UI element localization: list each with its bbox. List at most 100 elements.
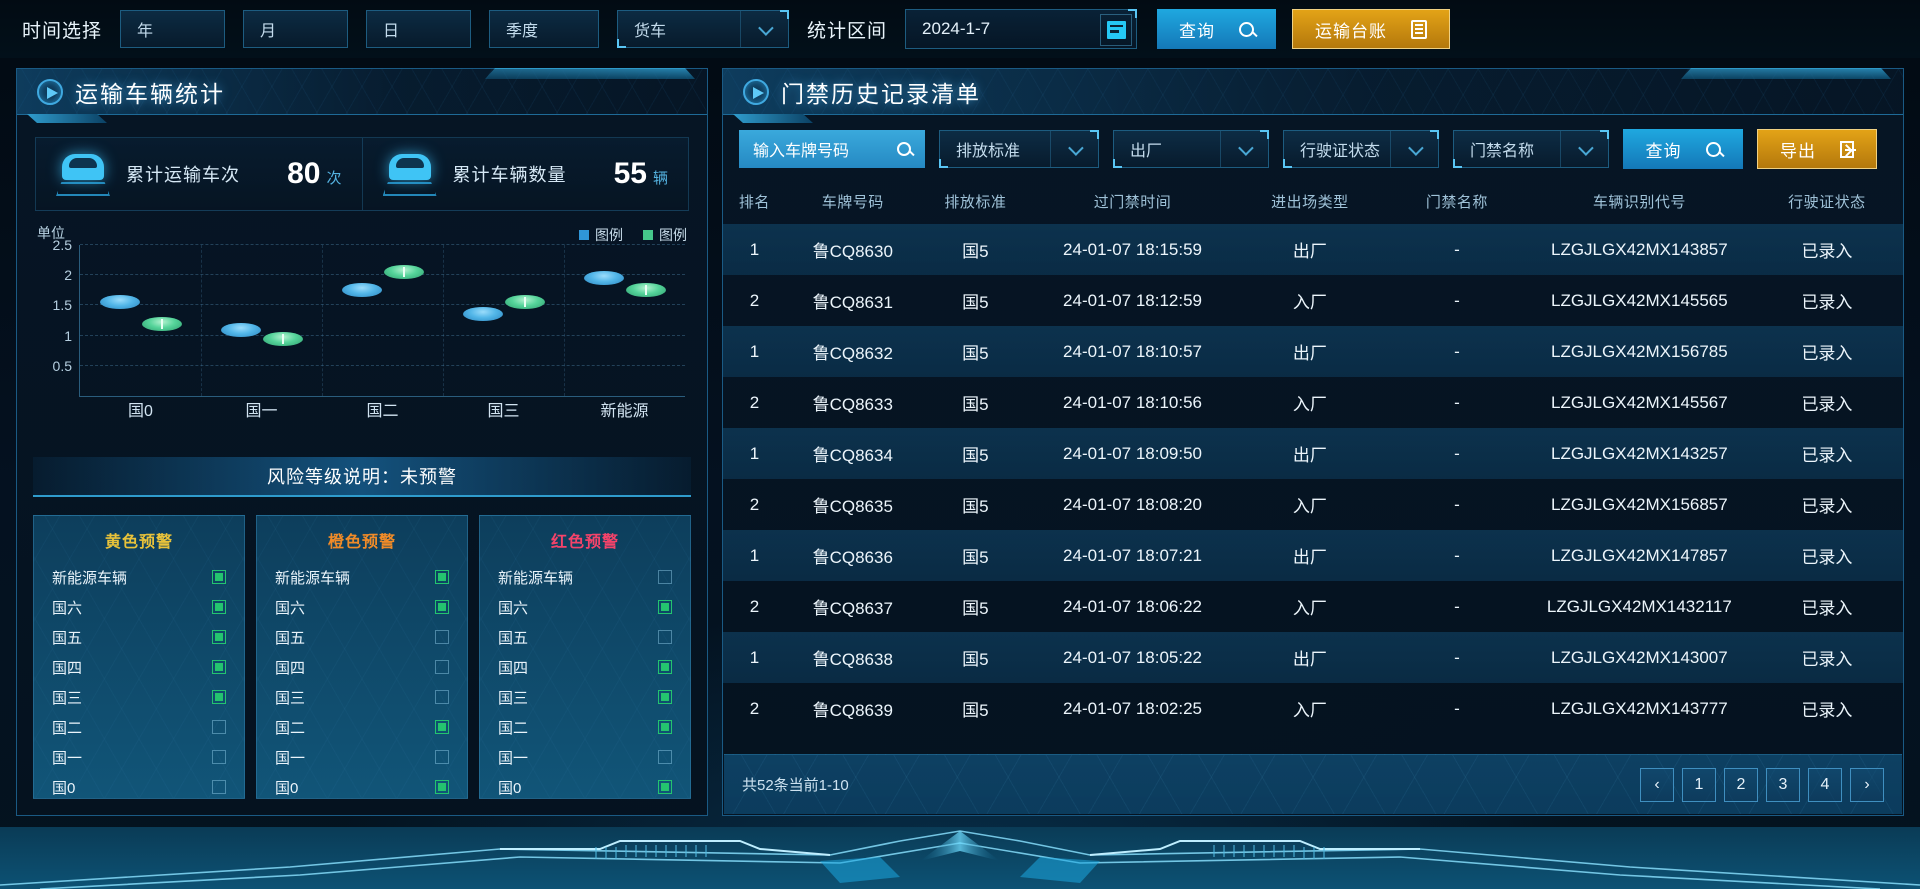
calendar-icon[interactable] [1100, 14, 1133, 46]
pagination-page-2[interactable]: 2 [1724, 767, 1758, 802]
warning-item-checkbox[interactable] [435, 630, 449, 644]
legend-item-series2[interactable]: 图例 [643, 225, 687, 245]
warning-item[interactable]: 国四 [498, 652, 672, 682]
table-column-header[interactable]: 门禁名称 [1425, 194, 1488, 211]
filter-gate-name[interactable]: 门禁名称 [1453, 130, 1609, 168]
warning-item-checkbox[interactable] [435, 570, 449, 584]
table-row[interactable]: 2 鲁CQ8635 国5 24-01-07 18:08:20 入厂 - LZGJLGX42M… [723, 479, 1903, 530]
warning-item[interactable]: 国四 [52, 652, 226, 682]
pagination-page-3[interactable]: 3 [1766, 767, 1800, 802]
chart-bar[interactable] [504, 295, 545, 396]
warning-item[interactable]: 国0 [52, 772, 226, 802]
period-button-month[interactable]: 月 [243, 10, 349, 48]
pagination-next-button[interactable]: › [1850, 767, 1884, 802]
transport-ledger-button[interactable]: 运输台账 [1292, 9, 1451, 49]
table-column-header[interactable]: 排放标准 [944, 194, 1007, 211]
warning-item[interactable]: 国三 [275, 682, 449, 712]
warning-item-checkbox[interactable] [435, 600, 449, 614]
export-button[interactable]: 导出 [1757, 129, 1877, 169]
warning-item[interactable]: 国五 [275, 622, 449, 652]
period-button-day[interactable]: 日 [366, 10, 472, 48]
warning-item-checkbox[interactable] [435, 690, 449, 704]
chart-bar[interactable] [262, 331, 303, 396]
warning-item[interactable]: 新能源车辆 [52, 562, 226, 592]
date-range-input[interactable]: 2024-1-7 [905, 9, 1138, 49]
plate-search-input[interactable]: 输入车牌号码 [739, 130, 925, 168]
table-row[interactable]: 2 鲁CQ8637 国5 24-01-07 18:06:22 入厂 - LZGJLGX42M… [723, 581, 1903, 632]
warning-item-checkbox[interactable] [212, 570, 226, 584]
warning-item[interactable]: 国三 [52, 682, 226, 712]
chart-bar[interactable] [583, 271, 624, 396]
warning-item[interactable]: 国二 [52, 712, 226, 742]
warning-item-checkbox[interactable] [658, 630, 672, 644]
warning-item-checkbox[interactable] [212, 660, 226, 674]
warning-item-checkbox[interactable] [212, 720, 226, 734]
table-row[interactable]: 1 鲁CQ8638 国5 24-01-07 18:05:22 出厂 - LZGJLGX42M… [723, 632, 1903, 683]
table-column-header[interactable]: 过门禁时间 [1093, 194, 1172, 211]
warning-item[interactable]: 新能源车辆 [498, 562, 672, 592]
warning-item[interactable]: 国一 [275, 742, 449, 772]
chart-bar[interactable] [99, 295, 140, 396]
warning-item[interactable]: 国二 [275, 712, 449, 742]
warning-item-checkbox[interactable] [658, 750, 672, 764]
legend-item-series1[interactable]: 图例 [579, 225, 623, 245]
filter-emission-standard[interactable]: 排放标准 [939, 130, 1099, 168]
warning-item-checkbox[interactable] [435, 750, 449, 764]
warning-item-checkbox[interactable] [658, 780, 672, 794]
warning-item-checkbox[interactable] [658, 690, 672, 704]
chart-bar[interactable] [383, 265, 424, 396]
chart-bar[interactable] [141, 316, 182, 396]
warning-item-checkbox[interactable] [658, 660, 672, 674]
chart-bar[interactable] [625, 283, 666, 396]
table-column-header[interactable]: 车牌号码 [821, 194, 884, 211]
table-row[interactable]: 1 鲁CQ8632 国5 24-01-07 18:10:57 出厂 - LZGJLGX42M… [723, 326, 1903, 377]
warning-item-checkbox[interactable] [212, 600, 226, 614]
warning-item[interactable]: 新能源车辆 [275, 562, 449, 592]
table-column-header[interactable]: 进出场类型 [1271, 194, 1349, 211]
warning-item-checkbox[interactable] [435, 780, 449, 794]
warning-item[interactable]: 国六 [275, 592, 449, 622]
query-button[interactable]: 查询 [1157, 9, 1277, 49]
warning-item[interactable]: 国一 [52, 742, 226, 772]
search-icon[interactable] [897, 142, 911, 156]
chart-bar[interactable] [341, 283, 382, 396]
table-row[interactable]: 1 鲁CQ8634 国5 24-01-07 18:09:50 出厂 - LZGJLGX42M… [723, 428, 1903, 479]
table-query-button[interactable]: 查询 [1623, 129, 1743, 169]
period-button-year[interactable]: 年 [120, 10, 226, 48]
warning-item-checkbox[interactable] [212, 780, 226, 794]
chevron-down-icon[interactable] [1560, 131, 1608, 167]
warning-item-checkbox[interactable] [658, 570, 672, 584]
warning-item[interactable]: 国二 [498, 712, 672, 742]
table-row[interactable]: 2 鲁CQ8631 国5 24-01-07 18:12:59 入厂 - LZGJLGX42M… [723, 275, 1903, 326]
warning-item-checkbox[interactable] [212, 690, 226, 704]
table-row[interactable]: 1 鲁CQ8630 国5 24-01-07 18:15:59 出厂 - LZGJLGX42M… [723, 224, 1903, 275]
pagination-prev-button[interactable]: ‹ [1640, 767, 1674, 802]
warning-item-checkbox[interactable] [435, 660, 449, 674]
table-column-header[interactable]: 排名 [738, 194, 770, 211]
warning-item[interactable]: 国六 [498, 592, 672, 622]
warning-item-checkbox[interactable] [212, 630, 226, 644]
warning-item-checkbox[interactable] [435, 720, 449, 734]
table-row[interactable]: 1 鲁CQ8636 国5 24-01-07 18:07:21 出厂 - LZGJLGX42M… [723, 530, 1903, 581]
vehicle-type-select[interactable]: 货车 [617, 10, 790, 48]
warning-item[interactable]: 国0 [275, 772, 449, 802]
warning-item[interactable]: 国六 [52, 592, 226, 622]
warning-item[interactable]: 国五 [498, 622, 672, 652]
chevron-down-icon[interactable] [1390, 131, 1438, 167]
chart-bar[interactable] [220, 322, 261, 396]
period-button-quarter[interactable]: 季度 [489, 10, 600, 48]
warning-item-checkbox[interactable] [658, 720, 672, 734]
warning-item[interactable]: 国四 [275, 652, 449, 682]
warning-item-checkbox[interactable] [658, 600, 672, 614]
warning-item[interactable]: 国三 [498, 682, 672, 712]
filter-license-status[interactable]: 行驶证状态 [1283, 130, 1439, 168]
chevron-down-icon[interactable] [1220, 131, 1268, 167]
pagination-page-4[interactable]: 4 [1808, 767, 1842, 802]
chevron-down-icon[interactable] [740, 11, 788, 47]
chart-bar[interactable] [462, 307, 503, 396]
pagination-page-1[interactable]: 1 [1682, 767, 1716, 802]
chevron-down-icon[interactable] [1050, 131, 1098, 167]
warning-item[interactable]: 国五 [52, 622, 226, 652]
warning-item[interactable]: 国一 [498, 742, 672, 772]
filter-factory[interactable]: 出厂 [1113, 130, 1269, 168]
